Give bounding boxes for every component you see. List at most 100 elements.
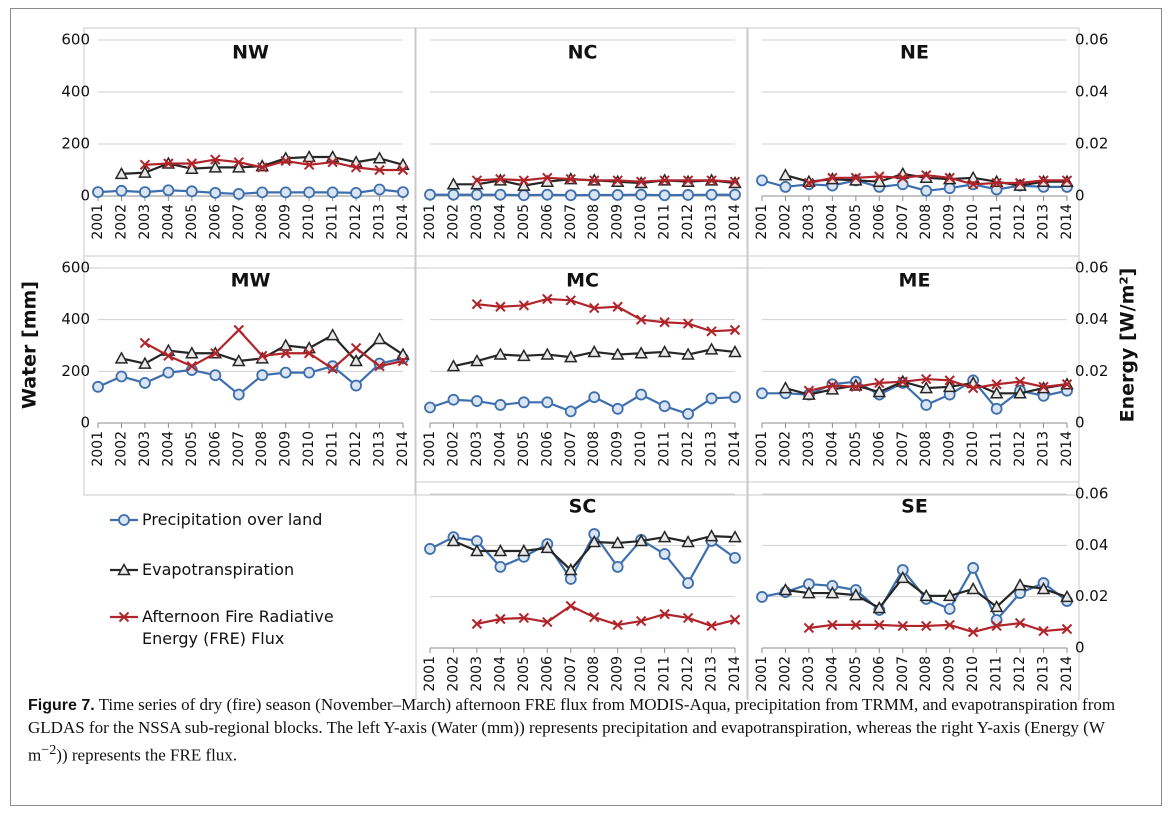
x-tick-label: 2007 xyxy=(231,204,247,240)
marker xyxy=(1014,617,1026,629)
marker xyxy=(635,388,648,401)
marker xyxy=(827,172,838,184)
x-tick-label: 2002 xyxy=(113,204,129,240)
marker xyxy=(779,180,792,193)
marker xyxy=(232,160,246,173)
panel-frame xyxy=(83,255,416,496)
panel-title: NE xyxy=(900,42,929,64)
marker xyxy=(588,189,601,201)
x-tick-label: 2014 xyxy=(395,204,411,240)
marker xyxy=(327,363,338,374)
marker xyxy=(706,326,717,337)
x-tick-label: 2004 xyxy=(824,656,840,692)
marker xyxy=(657,344,672,358)
marker xyxy=(704,529,719,542)
marker xyxy=(302,149,316,163)
marker xyxy=(944,172,955,184)
marker xyxy=(588,391,601,404)
x-tick-label: 2004 xyxy=(160,431,176,467)
marker xyxy=(424,543,436,555)
marker xyxy=(114,166,129,180)
series-line xyxy=(808,174,1067,186)
marker xyxy=(518,612,530,624)
marker xyxy=(494,399,507,411)
x-tick-label: 2007 xyxy=(231,431,247,467)
marker xyxy=(756,591,768,603)
x-tick-label: 2010 xyxy=(633,431,649,467)
marker xyxy=(1013,578,1027,591)
series-line xyxy=(476,297,736,333)
marker xyxy=(803,385,815,396)
y2-tick-label: 0 xyxy=(1075,414,1085,432)
marker xyxy=(540,347,555,360)
marker xyxy=(303,348,315,359)
x-tick-label: 2014 xyxy=(1059,431,1075,467)
marker xyxy=(495,173,506,185)
marker xyxy=(587,344,601,358)
y2-tick-label: 0.04 xyxy=(1075,83,1108,101)
x-tick-label: 2009 xyxy=(610,431,626,467)
x-tick-label: 2005 xyxy=(184,204,200,240)
marker xyxy=(896,178,909,191)
x-tick-label: 2010 xyxy=(965,656,981,692)
marker xyxy=(118,514,130,526)
x-tick-label: 2008 xyxy=(586,656,602,692)
x-tick-label: 2002 xyxy=(777,431,793,467)
x-tick-label: 2006 xyxy=(871,204,887,240)
marker xyxy=(1013,386,1027,399)
marker xyxy=(874,377,885,389)
y2-tick-label: 0.04 xyxy=(1075,310,1108,328)
marker xyxy=(728,344,742,358)
marker xyxy=(944,375,955,386)
y2-tick-label: 0.06 xyxy=(1075,31,1108,49)
marker xyxy=(210,348,221,359)
marker xyxy=(92,186,104,199)
marker xyxy=(517,543,531,557)
marker xyxy=(446,177,461,190)
marker xyxy=(257,162,268,173)
x-tick-label: 2014 xyxy=(395,431,411,467)
x-tick-label: 2001 xyxy=(754,431,770,467)
marker xyxy=(778,582,793,596)
marker xyxy=(162,184,175,197)
x-tick-label: 2014 xyxy=(727,656,743,692)
x-tick-label: 2002 xyxy=(777,204,793,240)
figure-frame xyxy=(10,8,1162,806)
marker xyxy=(611,402,624,415)
marker xyxy=(565,295,576,306)
x-tick-label: 2011 xyxy=(989,431,1005,467)
marker xyxy=(424,401,436,414)
marker xyxy=(729,188,741,201)
x-tick-label: 2013 xyxy=(1036,656,1052,692)
x-tick-label: 2005 xyxy=(516,204,532,240)
panel-frame xyxy=(415,255,748,496)
marker xyxy=(349,353,363,367)
x-tick-label: 2003 xyxy=(801,431,817,467)
x-tick-label: 2011 xyxy=(657,204,673,240)
marker xyxy=(517,178,531,191)
x-tick-label: 2013 xyxy=(704,204,720,240)
x-tick-label: 2009 xyxy=(278,431,294,467)
marker xyxy=(658,189,671,202)
marker xyxy=(541,188,554,201)
x-tick-label: 2002 xyxy=(113,431,129,467)
caption-text-end: )) represents the FRE flux. xyxy=(56,745,238,765)
marker xyxy=(990,402,1003,415)
marker xyxy=(659,175,670,186)
y2-tick-label: 0 xyxy=(1075,187,1085,205)
marker xyxy=(966,170,980,184)
series-line xyxy=(808,377,1068,392)
marker xyxy=(681,534,695,548)
marker xyxy=(778,168,793,181)
panel-frame xyxy=(415,27,748,269)
marker xyxy=(350,379,362,392)
x-tick-label: 2006 xyxy=(539,656,555,692)
marker xyxy=(493,347,508,360)
x-tick-label: 2013 xyxy=(372,204,388,240)
marker xyxy=(729,614,741,625)
marker xyxy=(542,293,553,305)
marker xyxy=(232,388,245,401)
panel-title: NW xyxy=(232,42,269,64)
marker xyxy=(874,171,885,182)
